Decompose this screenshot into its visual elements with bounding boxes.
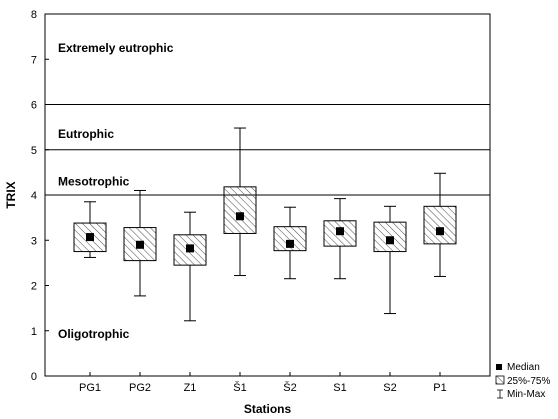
median-marker xyxy=(136,240,144,249)
y-axis-ticks: 0 1 2 3 4 5 6 7 8 xyxy=(31,9,49,383)
y-tick-label-1: 1 xyxy=(31,326,37,338)
x-tick-label-3: Š1 xyxy=(233,381,246,394)
x-axis-title: Stations xyxy=(244,402,292,416)
x-tick-label-1: PG2 xyxy=(129,382,151,394)
x-tick-label-7: P1 xyxy=(433,382,446,394)
median-marker xyxy=(386,236,394,245)
y-tick-label-3: 3 xyxy=(31,235,37,247)
legend-median-label: Median xyxy=(507,362,540,373)
y-tick-label-0: 0 xyxy=(31,371,37,383)
x-tick-label-6: S2 xyxy=(383,382,396,394)
x-tick-label-2: Z1 xyxy=(184,382,197,394)
box-7 xyxy=(423,172,457,277)
zone-label-2: Mesotrophic xyxy=(58,174,130,188)
zone-label-3: Oligotrophic xyxy=(58,327,130,341)
quartile-box xyxy=(273,226,307,252)
median-marker xyxy=(336,227,344,236)
y-tick-label-2: 2 xyxy=(31,281,37,293)
quartile-box xyxy=(423,205,457,245)
median-marker xyxy=(236,212,244,221)
x-tick-label-0: PG1 xyxy=(79,382,101,394)
box-6 xyxy=(373,205,407,315)
x-tick-label-4: Š2 xyxy=(283,381,296,394)
box-5 xyxy=(323,198,357,280)
legend-minmax-label: Min-Max xyxy=(507,389,545,400)
legend: Median 25%-75% Min-Max xyxy=(495,362,550,400)
legend-median-swatch xyxy=(496,364,502,370)
box-plots xyxy=(73,127,457,322)
threshold-lines xyxy=(45,104,490,196)
box-1 xyxy=(123,189,157,297)
trophic-zone-labels: Extremely eutrophic Eutrophic Mesotrophic O… xyxy=(58,41,174,341)
quartile-box xyxy=(223,186,257,234)
x-tick-label-5: S1 xyxy=(333,382,346,394)
box-3 xyxy=(223,127,257,277)
x-axis-ticks: PG1 PG2 Z1 Š1 Š2 S1 S2 P1 xyxy=(79,372,447,394)
legend-quartile-label: 25%-75% xyxy=(507,376,550,387)
median-marker xyxy=(86,233,94,242)
y-tick-label-5: 5 xyxy=(31,145,37,157)
legend-quartile-swatch xyxy=(495,375,505,385)
y-tick-label-4: 4 xyxy=(31,190,37,202)
box-2 xyxy=(173,211,207,322)
median-marker xyxy=(186,244,194,253)
zone-label-1: Eutrophic xyxy=(58,127,114,141)
y-tick-label-7: 7 xyxy=(31,54,37,66)
box-4 xyxy=(273,206,307,280)
zone-label-0: Extremely eutrophic xyxy=(58,41,174,55)
median-marker xyxy=(436,227,444,236)
y-tick-label-6: 6 xyxy=(31,100,37,112)
legend-minmax-swatch xyxy=(497,389,503,399)
y-tick-label-8: 8 xyxy=(31,9,37,21)
y-axis-title: TRIX xyxy=(4,181,18,208)
median-marker xyxy=(286,239,294,248)
box-0 xyxy=(73,201,107,258)
